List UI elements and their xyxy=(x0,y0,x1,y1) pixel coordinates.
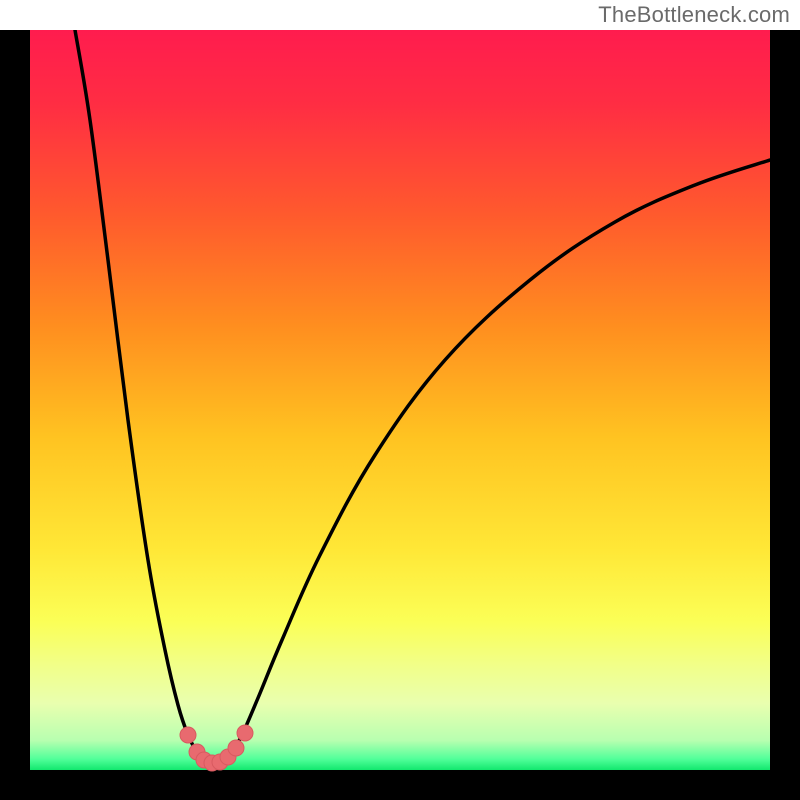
watermark-text: TheBottleneck.com xyxy=(598,2,790,28)
marker-dot xyxy=(237,725,253,741)
chart-svg xyxy=(0,0,800,800)
plot-background xyxy=(30,30,770,770)
marker-dot xyxy=(180,727,196,743)
marker-dot xyxy=(228,740,244,756)
chart-root: TheBottleneck.com xyxy=(0,0,800,800)
